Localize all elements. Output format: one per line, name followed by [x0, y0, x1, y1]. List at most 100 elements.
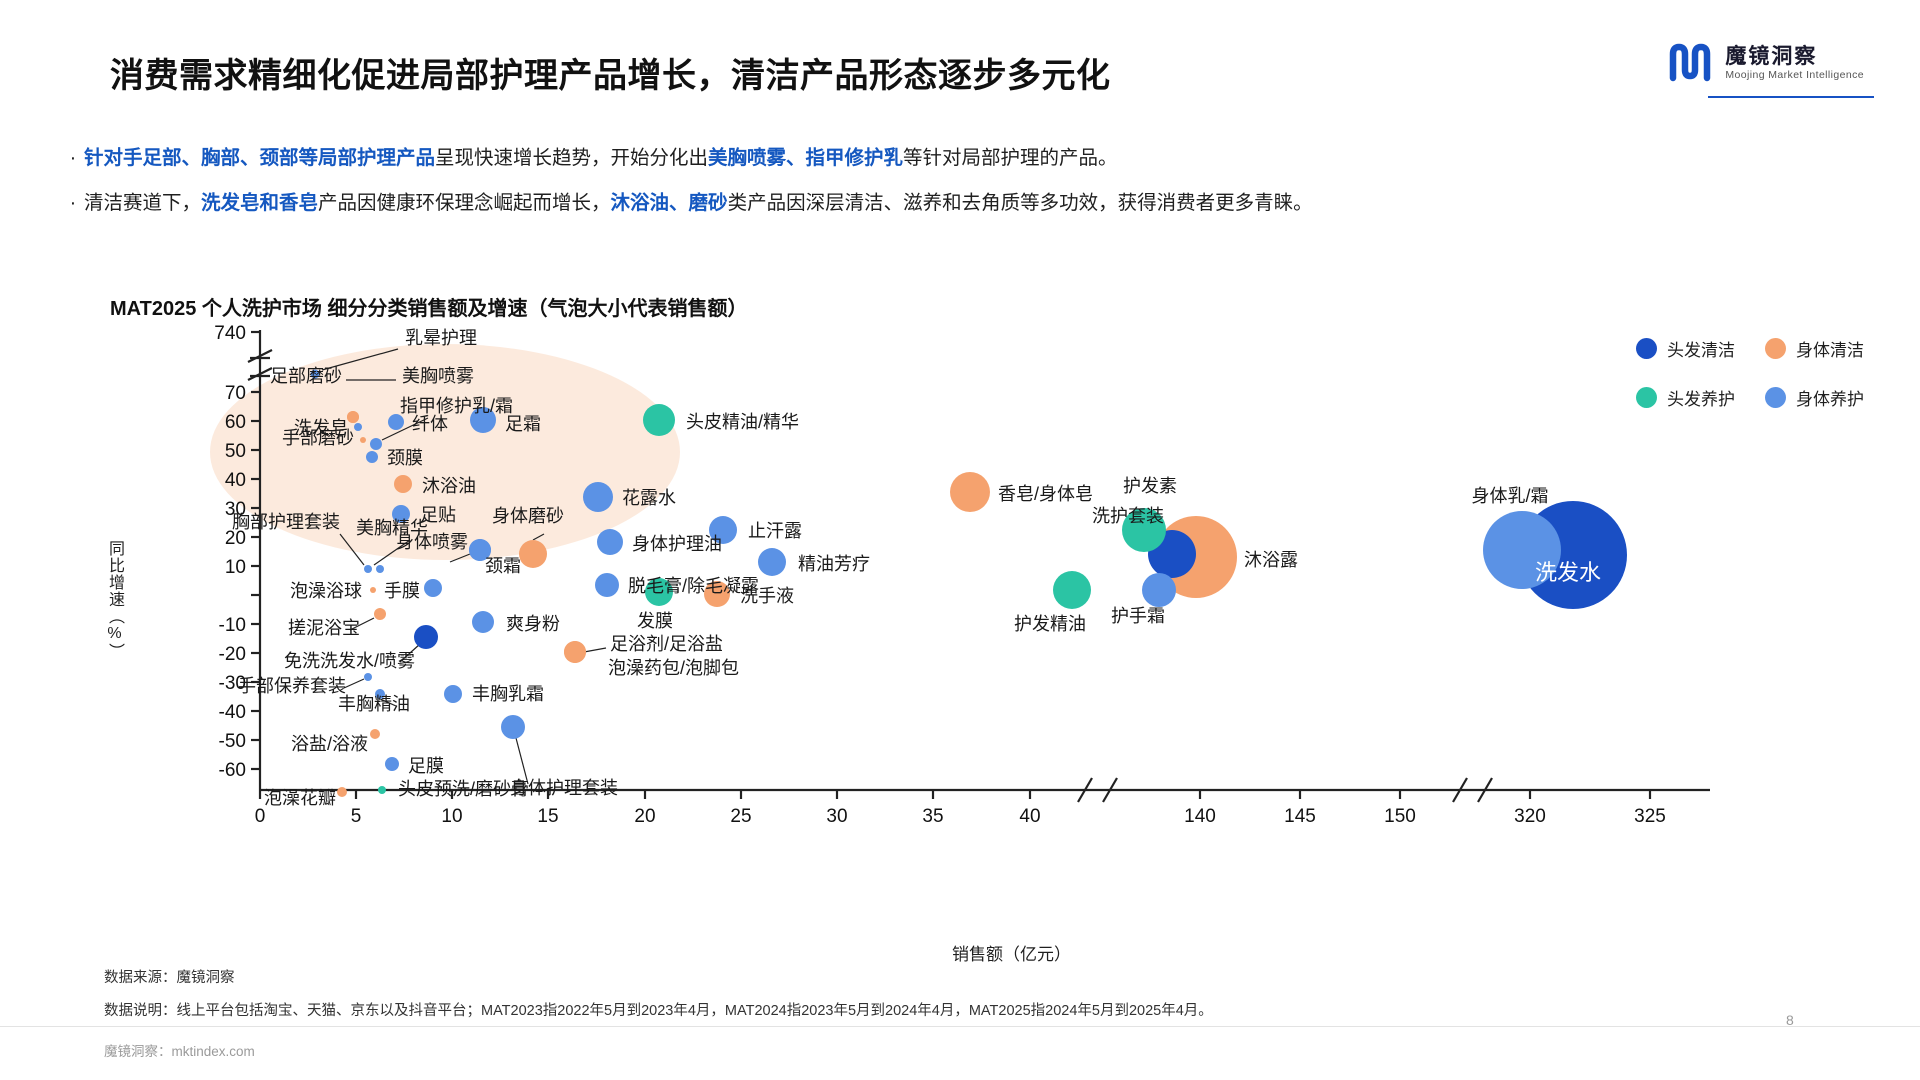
- bubble-point[interactable]: [347, 411, 359, 423]
- bubble-point[interactable]: [394, 475, 412, 493]
- y-axis-tick-label: 10: [225, 557, 246, 578]
- x-axis-tick-label: 0: [255, 806, 266, 827]
- bullet-segment-highlight: 洗发皂和香皂: [201, 192, 319, 214]
- bubble-label: 搓泥浴宝: [288, 618, 360, 638]
- bubble-point[interactable]: [643, 404, 675, 436]
- bubble-label: 浴盐/浴液: [291, 734, 368, 754]
- bubble-point[interactable]: [376, 565, 384, 573]
- bullet-marker: ·: [69, 192, 77, 214]
- bubble-point[interactable]: [1053, 571, 1091, 609]
- bubble-label: 乳晕护理: [405, 328, 477, 348]
- bubble-label: 手部磨砂: [282, 428, 354, 448]
- bubble-label: 手膜: [384, 581, 420, 601]
- legend-item-hair-care[interactable]: 头发养护: [1636, 385, 1735, 410]
- bubble-label: 足贴: [420, 505, 456, 525]
- bubble-point[interactable]: [1122, 508, 1166, 552]
- legend-label: 身体养护: [1796, 390, 1864, 409]
- bubble-point[interactable]: [364, 565, 372, 573]
- bubble-label: 足部磨砂: [270, 366, 342, 386]
- bubble-point[interactable]: [645, 578, 673, 606]
- bubble-label: 泡澡药包/泡脚包: [608, 658, 739, 678]
- bullet-segment-highlight: 沐浴油、磨砂: [610, 192, 728, 214]
- bubble-point[interactable]: [597, 529, 623, 555]
- bubble-label: 洗发水: [1535, 560, 1601, 585]
- bubble-point[interactable]: [366, 451, 378, 463]
- bubble-point[interactable]: [595, 573, 619, 597]
- y-axis-break-mark: [247, 349, 273, 363]
- x-axis-tick-label: 145: [1284, 806, 1316, 827]
- bubble-point[interactable]: [414, 625, 438, 649]
- bubble-point[interactable]: [374, 608, 386, 620]
- leader-line: [321, 348, 399, 371]
- bubble-point[interactable]: [370, 729, 380, 739]
- leader-line: [532, 533, 545, 541]
- x-axis-tick-label: 150: [1384, 806, 1416, 827]
- footer-watermark: 魔镜洞察：mktindex.com: [104, 1044, 255, 1059]
- bubble-point[interactable]: [472, 611, 494, 633]
- leader-line: [373, 539, 411, 566]
- bubble-point[interactable]: [360, 437, 366, 443]
- moojing-logo-icon: [1667, 40, 1713, 86]
- bubble-label: 丰胸精油: [338, 694, 410, 714]
- x-axis-break-mark: [1102, 777, 1118, 803]
- bubble-point[interactable]: [444, 685, 462, 703]
- legend-item-body-clean[interactable]: 身体清洁: [1765, 336, 1864, 361]
- bullet-item: · 清洁赛道下，洗发皂和香皂产品因健康环保理念崛起而增长，沐浴油、磨砂类产品因深…: [62, 189, 1862, 217]
- x-axis-break-mark: [1452, 777, 1468, 803]
- bubble-label: 洗护套装: [1092, 506, 1164, 526]
- bubble-point[interactable]: [501, 715, 525, 739]
- bullet-segment: 呈现快速增长趋势，开始分化出: [435, 147, 709, 169]
- bubble-point[interactable]: [950, 472, 990, 512]
- bubble-point[interactable]: [370, 587, 376, 593]
- y-axis-tick-label: 40: [225, 470, 246, 491]
- bubble-point[interactable]: [337, 787, 347, 797]
- bubble-chart: 740 70 60 50 40 30 20 10 -10 -20 -30 -40 -50 -60 0 5 10 1…: [110, 322, 1810, 882]
- bubble-label: 身体磨砂: [492, 506, 564, 526]
- bubble-point[interactable]: [1142, 573, 1176, 607]
- bubble-point[interactable]: [375, 689, 385, 699]
- legend-item-body-care[interactable]: 身体养护: [1765, 385, 1864, 410]
- leader-line: [343, 678, 365, 689]
- bubble-label: 护发精油: [1014, 614, 1086, 634]
- chart-canvas: 740 70 60 50 40 30 20 10 -10 -20 -30 -40 -50 -60 0 5 10 1…: [210, 323, 1710, 827]
- legend-swatch-icon: [1765, 338, 1786, 359]
- bubble-label: 护发素: [1123, 476, 1177, 496]
- bubble-point[interactable]: [1483, 511, 1561, 589]
- bubble-point[interactable]: [470, 407, 496, 433]
- y-axis-tick-label: 30: [225, 499, 246, 520]
- bubble-point[interactable]: [519, 540, 547, 568]
- bubble-point[interactable]: [310, 369, 320, 379]
- bubble-point[interactable]: [704, 581, 730, 607]
- leader-line: [349, 617, 375, 631]
- bullet-text: 针对手足部、胸部、颈部等局部护理产品呈现快速增长趋势，开始分化出美胸喷雾、指甲修…: [84, 144, 1118, 172]
- y-axis-tick-label: -10: [219, 615, 246, 636]
- y-axis-tick-label: -20: [219, 644, 246, 665]
- bubble-point[interactable]: [364, 673, 372, 681]
- leader-line: [339, 533, 365, 566]
- bubble-point[interactable]: [424, 579, 442, 597]
- bubble-point[interactable]: [370, 438, 382, 450]
- y-axis-tick-label: -30: [219, 673, 246, 694]
- bubble-point[interactable]: [564, 641, 586, 663]
- legend-item-hair-clean[interactable]: 头发清洁: [1636, 336, 1735, 361]
- bubble-label: 洗手液: [740, 586, 794, 606]
- bubble-label: 身体喷雾: [396, 532, 468, 552]
- data-note-line: 数据说明：线上平台包括淘宝、天猫、京东以及抖音平台；MAT2023指2022年5…: [104, 1003, 1213, 1019]
- bubble-point[interactable]: [758, 548, 786, 576]
- bubble-label: 沐浴油: [422, 476, 476, 496]
- bubble-point[interactable]: [583, 482, 613, 512]
- data-source-line: 数据来源：魔镜洞察: [104, 970, 235, 986]
- bubble-point[interactable]: [709, 516, 737, 544]
- bullet-segment: 等针对局部护理的产品。: [903, 147, 1118, 169]
- bullet-segment: 类产品因深层清洁、滋养和去角质等多功效，获得消费者更多青睐。: [727, 192, 1313, 214]
- source-block: 数据来源：魔镜洞察 数据说明：线上平台包括淘宝、天猫、京东以及抖音平台；MAT2…: [104, 966, 1213, 1032]
- x-axis-tick-label: 325: [1634, 806, 1666, 827]
- bubble-point[interactable]: [392, 505, 410, 523]
- x-axis-tick-label: 10: [441, 806, 462, 827]
- bubble-point[interactable]: [385, 757, 399, 771]
- bubble-point[interactable]: [388, 414, 404, 430]
- bullet-segment-highlight: 美胸喷雾、指甲修护乳: [708, 147, 904, 169]
- bubble-point[interactable]: [354, 423, 362, 431]
- bubble-point[interactable]: [469, 539, 491, 561]
- bubble-point[interactable]: [378, 786, 386, 794]
